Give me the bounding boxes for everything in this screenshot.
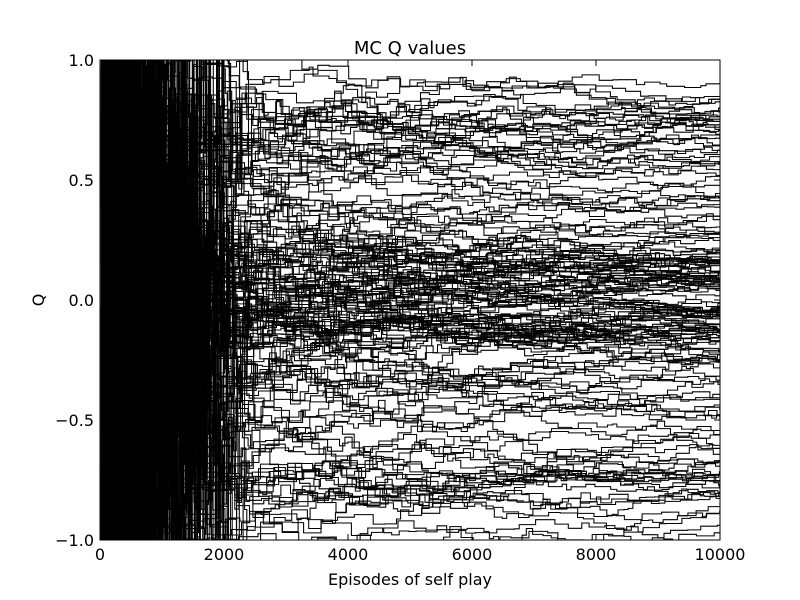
q-value-series-line bbox=[100, 60, 720, 540]
y-tick-label: 0.5 bbox=[69, 171, 94, 190]
q-value-series-line bbox=[100, 60, 720, 540]
q-value-series-line bbox=[100, 60, 720, 467]
x-axis-label: Episodes of self play bbox=[328, 570, 492, 589]
q-value-series-line bbox=[100, 118, 720, 540]
y-tick-label: −0.5 bbox=[55, 411, 94, 430]
series-lines bbox=[100, 60, 720, 540]
q-value-series-line bbox=[100, 60, 720, 540]
q-value-series-line bbox=[100, 60, 720, 540]
q-value-series-line bbox=[100, 60, 720, 540]
q-value-series-line bbox=[100, 60, 720, 540]
y-axis-label: Q bbox=[29, 294, 48, 307]
y-tick-label: −1.0 bbox=[55, 531, 94, 550]
y-tick-label: 0.0 bbox=[69, 291, 94, 310]
x-tick-label: 2000 bbox=[204, 545, 245, 564]
q-value-series-line bbox=[100, 60, 720, 540]
q-value-series-line bbox=[100, 60, 720, 540]
x-tick-label: 0 bbox=[95, 545, 105, 564]
q-value-series-line bbox=[100, 60, 720, 540]
q-value-series-line bbox=[100, 60, 720, 540]
x-tick-label: 6000 bbox=[452, 545, 493, 564]
q-value-series-line bbox=[100, 60, 720, 540]
q-value-series-line bbox=[100, 162, 720, 540]
q-value-series-line bbox=[100, 60, 720, 540]
q-value-series-line bbox=[100, 60, 720, 540]
q-value-series-line bbox=[100, 60, 720, 540]
q-value-series-line bbox=[100, 464, 720, 540]
q-value-series-line bbox=[100, 60, 720, 540]
x-tick-label: 8000 bbox=[576, 545, 617, 564]
x-tick-label: 10000 bbox=[695, 545, 746, 564]
q-value-series-line bbox=[100, 182, 720, 540]
chart-title: MC Q values bbox=[354, 38, 466, 59]
y-tick-label: 1.0 bbox=[69, 51, 94, 70]
q-value-series-line bbox=[100, 208, 720, 540]
q-value-series-line bbox=[100, 60, 720, 438]
q-value-series-line bbox=[100, 60, 720, 540]
q-value-series-line bbox=[100, 60, 720, 540]
q-value-series-line bbox=[100, 101, 720, 540]
q-value-series-line bbox=[100, 60, 720, 540]
x-tick-label: 4000 bbox=[328, 545, 369, 564]
axis-ticks: 0 2000 4000 6000 8000 10000 −1.0 −0.5 0.0 0.5 1.0 bbox=[55, 51, 745, 564]
